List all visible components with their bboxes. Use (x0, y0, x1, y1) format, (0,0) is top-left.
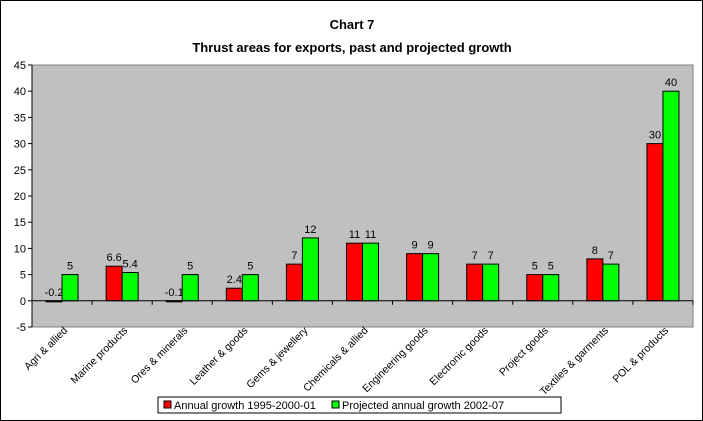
category-label: Chemicals & allied (301, 325, 371, 395)
data-label-series-1: 7 (472, 250, 478, 262)
bar-series-1 (526, 274, 544, 302)
y-tick-label: 35 (14, 112, 26, 124)
data-label-series-1: 8 (592, 245, 598, 257)
category-label: Project goods (497, 325, 551, 379)
data-label-series-1: 2.4 (227, 274, 242, 286)
bar-series-1 (406, 253, 424, 302)
legend: Annual growth 1995-2000-01 Projected ann… (157, 396, 562, 414)
bar-series-2 (241, 274, 259, 302)
bar-series-1 (346, 242, 363, 302)
category-label: Electronic goods (427, 325, 490, 388)
data-label-series-2: 11 (365, 229, 376, 241)
bar-series-2 (602, 263, 620, 302)
legend-swatch-series-1 (163, 400, 172, 409)
legend-label-series-2: Projected annual growth 2002-07 (342, 400, 504, 412)
y-tick-label: 5 (20, 270, 26, 282)
data-label-series-2: 7 (608, 250, 614, 262)
data-label-series-2: 5 (67, 261, 73, 273)
bar-series-2 (542, 274, 560, 302)
bar-series-2 (181, 274, 199, 302)
bar-series-1 (105, 265, 123, 302)
y-tick-label: 15 (14, 217, 26, 229)
bar-series-2 (61, 274, 79, 302)
plot-area: -5 0 5 10 15 20 25 30 35 40 45 -0.2 6.6 -0.1 2.4 7 11 9 7 5… (14, 60, 694, 398)
data-label-series-2: 5.4 (122, 259, 137, 271)
data-label-series-2: 9 (428, 240, 434, 252)
data-label-series-1: 9 (412, 240, 418, 252)
category-label: Textiles & garments (538, 325, 611, 398)
category-label: Agri & allied (22, 325, 70, 373)
category-label: POL & products (610, 325, 671, 386)
legend-label-series-1: Annual growth 1995-2000-01 (174, 400, 316, 412)
bar-series-2 (301, 237, 319, 302)
y-tick-label: 25 (14, 165, 26, 177)
bar-series-1 (586, 258, 604, 302)
bar-series-1 (225, 287, 243, 302)
bar-series-1 (646, 143, 664, 302)
y-tick-label: 45 (14, 60, 26, 72)
y-tick-label: 30 (14, 139, 26, 151)
category-label: Engineering goods (360, 325, 430, 395)
data-label-series-2: 5 (187, 261, 193, 273)
data-label-series-2: 40 (665, 77, 677, 89)
data-label-series-1: 6.6 (106, 252, 121, 264)
category-label: Ores & minerals (129, 325, 191, 387)
category-label: Gems & jewellery (244, 324, 311, 391)
chart-subtitle: Thrust areas for exports, past and proje… (192, 40, 511, 55)
bar-series-1 (466, 263, 484, 302)
chart-title: Chart 7 (330, 17, 375, 32)
y-tick-label: 20 (14, 191, 26, 203)
data-label-series-2: 5 (247, 261, 253, 273)
data-label-series-1: 11 (349, 229, 360, 241)
data-label-series-2: 12 (304, 224, 316, 236)
bar-series-1 (285, 263, 303, 302)
bar-series-2 (422, 253, 440, 302)
data-label-series-1: -0.2 (45, 287, 64, 299)
y-tick-label: 40 (14, 86, 26, 98)
data-label-series-2: 7 (488, 250, 494, 262)
bar-series-2 (662, 90, 680, 302)
y-tick-label: 10 (14, 243, 26, 255)
bar-series-2 (121, 272, 139, 302)
data-label-series-1: 30 (649, 130, 661, 142)
data-label-series-2: 5 (548, 261, 554, 273)
y-tick-label: 0 (20, 296, 26, 308)
legend-box (157, 396, 562, 414)
data-label-series-1: -0.1 (165, 287, 184, 299)
y-tick-label: -5 (16, 322, 26, 334)
data-label-series-1: 5 (532, 261, 538, 273)
legend-swatch-series-2 (331, 400, 340, 409)
data-label-series-1: 7 (291, 250, 297, 262)
category-label: Leather & goods (187, 325, 250, 388)
bar-series-2 (482, 263, 500, 302)
category-label: Marine products (69, 325, 131, 387)
bar-series-2 (362, 242, 379, 302)
